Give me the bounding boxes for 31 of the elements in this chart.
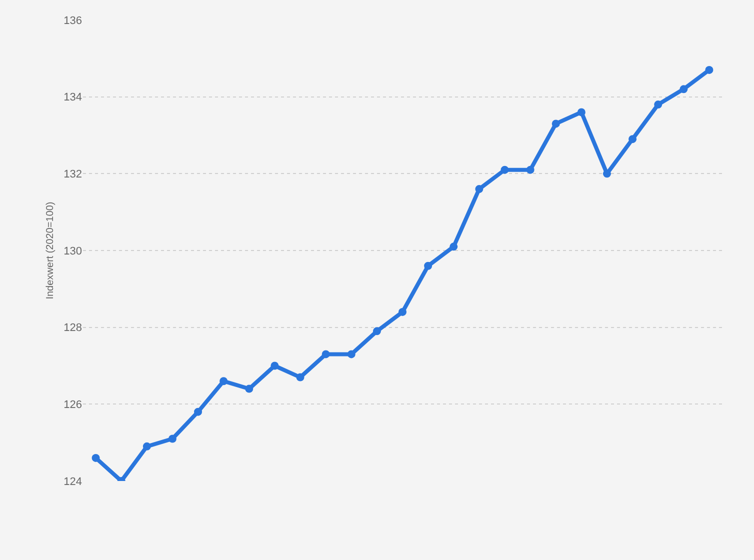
point (398, 308, 406, 316)
y-tick-label: 128 (64, 322, 82, 334)
point (245, 384, 254, 393)
point (552, 120, 560, 128)
point (92, 454, 100, 462)
point (322, 350, 330, 358)
point (526, 166, 534, 174)
point (194, 408, 202, 416)
point (500, 166, 509, 174)
point (628, 135, 637, 144)
point (168, 434, 176, 443)
point (142, 442, 151, 450)
point (347, 350, 356, 358)
point (705, 66, 714, 74)
y-tick-label: 130 (64, 245, 82, 258)
y-axis-title: Indexwert (2020=100) (45, 202, 56, 300)
point (424, 262, 432, 270)
point (680, 85, 688, 94)
point (475, 185, 484, 194)
point (654, 100, 662, 109)
point (450, 242, 458, 251)
point (577, 108, 586, 116)
y-tick-label: 134 (64, 92, 82, 104)
point (296, 373, 304, 382)
point (372, 327, 381, 336)
point (270, 362, 279, 370)
point (220, 377, 228, 386)
y-tick-label: 126 (64, 399, 82, 412)
y-tick-label: 136 (64, 14, 82, 27)
y-tick-label: 124 (64, 476, 82, 488)
y-tick-label: 132 (64, 168, 82, 181)
